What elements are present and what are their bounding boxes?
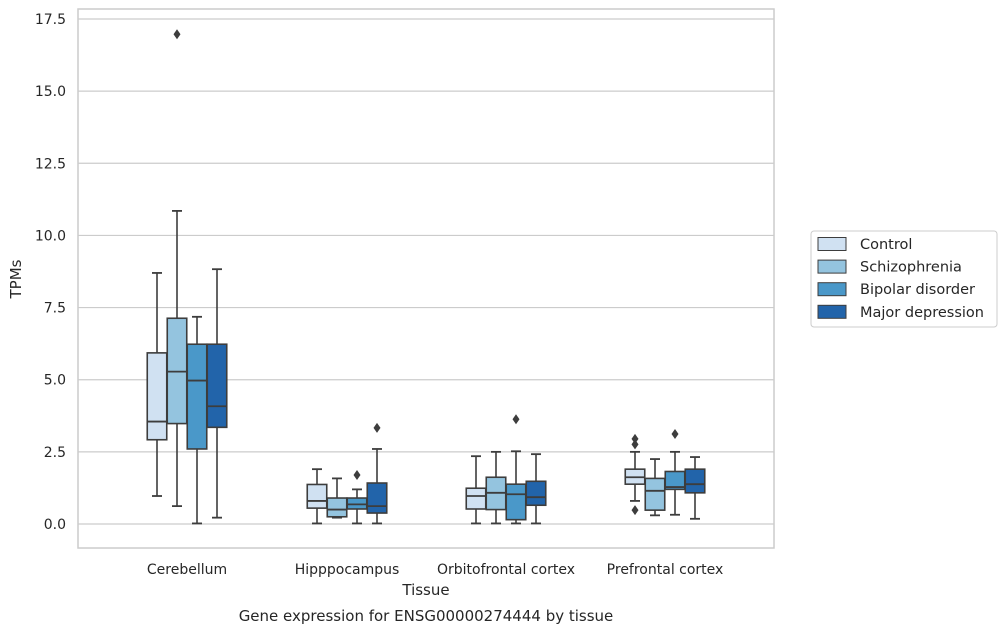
plot-frame: [77, 8, 775, 549]
legend-label: Bipolar disorder: [860, 282, 975, 298]
outlier-point: [671, 428, 679, 439]
box-iqr: [525, 480, 547, 507]
y-tick-label: 15.0: [35, 84, 66, 100]
box: [485, 450, 507, 525]
legend-label: Control: [860, 237, 912, 253]
box-series: [146, 29, 706, 525]
outlier-point: [373, 422, 381, 433]
legend-swatch: [817, 282, 847, 297]
y-tick-label: 12.5: [35, 156, 66, 172]
x-tick-label: Orbitofrontal cortex: [437, 562, 575, 578]
box: [326, 477, 348, 519]
outlier-point: [173, 29, 181, 40]
box-iqr: [465, 487, 487, 510]
x-tick-label: Hipppocampus: [295, 562, 400, 578]
outlier-point: [353, 469, 361, 480]
y-axis-label: TPMs: [7, 259, 25, 299]
x-axis-label: Tissue: [401, 581, 449, 599]
legend-label: Major depression: [860, 305, 984, 321]
legend: Control Schizophrenia Bipolar disorder Majo…: [810, 230, 998, 328]
series-major-depression: [206, 268, 706, 525]
y-tick-label: 0.0: [44, 517, 66, 533]
y-tick-label: 17.5: [35, 12, 66, 28]
box: [306, 468, 328, 525]
box-iqr: [206, 343, 228, 429]
box: [525, 453, 547, 525]
box-iqr: [186, 343, 208, 450]
legend-frame: [810, 230, 998, 328]
box-iqr: [684, 468, 706, 494]
box: [146, 272, 168, 497]
box-iqr: [644, 477, 666, 511]
series-control: [146, 272, 646, 525]
box-iqr: [505, 483, 527, 521]
series-bipolar-disorder: [186, 315, 686, 525]
box-iqr: [366, 482, 388, 514]
box: [664, 428, 686, 516]
legend-swatch: [817, 304, 847, 319]
y-tick-label: 10.0: [35, 228, 66, 244]
outlier-point: [631, 433, 639, 444]
box-iqr: [306, 483, 328, 509]
box: [644, 458, 666, 517]
outlier-point: [512, 414, 520, 425]
legend-items: Control Schizophrenia Bipolar disorder Majo…: [817, 237, 984, 321]
legend-label: Schizophrenia: [860, 260, 962, 276]
y-tick-label: 7.5: [44, 301, 66, 317]
box: [186, 315, 208, 525]
box-iqr: [146, 352, 168, 441]
outlier-point: [631, 439, 639, 450]
box: [684, 456, 706, 520]
box: [166, 29, 188, 508]
chart-title: Gene expression for ENSG00000274444 by t…: [239, 607, 614, 625]
grid-lines: [78, 18, 774, 525]
box: [505, 414, 527, 525]
x-axis-ticks: Cerebellum Hipppocampus Orbitofrontal cort…: [147, 562, 723, 578]
legend-swatch: [817, 237, 847, 251]
y-tick-label: 2.5: [44, 445, 66, 461]
box: [206, 268, 228, 519]
box: [624, 433, 646, 516]
legend-swatch: [817, 259, 847, 274]
series-schizophrenia: [166, 29, 666, 525]
box: [346, 469, 368, 525]
outlier-point: [631, 505, 639, 516]
box-iqr: [326, 497, 348, 518]
box: [366, 422, 388, 525]
box: [465, 455, 487, 525]
x-tick-label: Cerebellum: [147, 562, 227, 578]
x-tick-label: Prefrontal cortex: [607, 562, 724, 578]
y-axis-ticks: 0.0 2.5 5.0 7.5 10.0 12.5 15.0 17.5: [35, 12, 66, 533]
y-tick-label: 5.0: [44, 373, 66, 389]
